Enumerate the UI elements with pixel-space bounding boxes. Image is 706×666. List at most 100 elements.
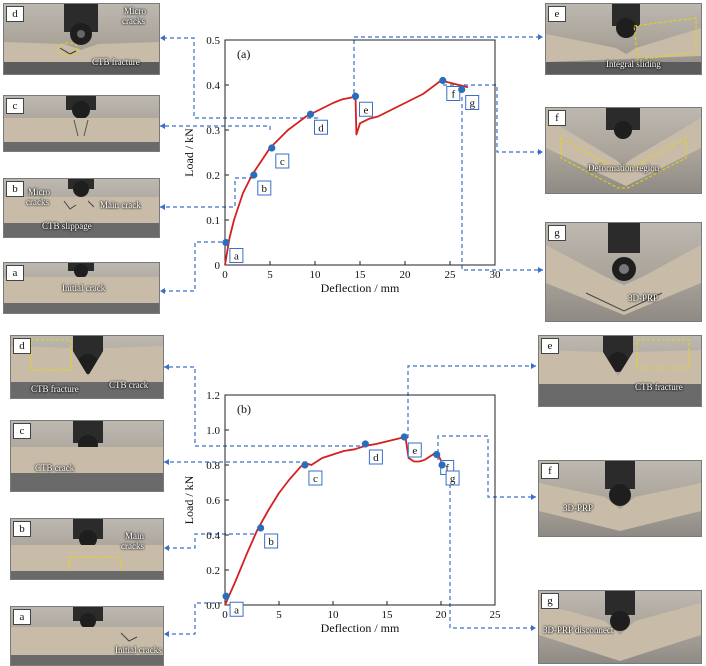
stage-label-box xyxy=(257,180,272,196)
stage-label-box xyxy=(445,470,460,486)
y-tick-label: 0.8 xyxy=(206,460,220,472)
annotation: cracks xyxy=(122,16,145,26)
annotation: Deformation region xyxy=(588,163,660,173)
specimen-image xyxy=(4,263,159,313)
annotation: CTB fracture xyxy=(31,384,79,394)
specimen-image xyxy=(11,519,163,579)
panel-title: (a) xyxy=(237,47,250,61)
connector-arrowhead xyxy=(531,363,536,369)
photo-label: d xyxy=(13,338,31,354)
x-tick-label: 20 xyxy=(400,269,412,281)
x-tick-label: 30 xyxy=(490,269,502,281)
stage-label: a xyxy=(234,604,239,616)
connector-a-a xyxy=(160,241,222,292)
photo-label: f xyxy=(548,110,566,126)
photo-b-f: f 3D-PRP xyxy=(538,460,702,537)
connector-b-a xyxy=(164,602,222,635)
specimen-image xyxy=(546,4,701,74)
y-tick-label: 0 xyxy=(215,260,221,272)
connector-a-d xyxy=(160,37,318,119)
connector-arrowhead xyxy=(160,204,165,210)
connector-arrowhead xyxy=(160,35,165,41)
stage-marker-b xyxy=(257,524,265,532)
photo-a-g: g 3D-PRP xyxy=(545,222,702,322)
connector-arrowhead xyxy=(160,288,165,294)
stage-label: f xyxy=(445,463,449,475)
stage-label: b xyxy=(262,183,268,195)
connector-arrowhead xyxy=(164,545,169,551)
y-tick-label: 1.2 xyxy=(206,390,220,402)
stage-marker-g xyxy=(458,85,466,94)
connector-b-g xyxy=(449,470,536,629)
x-tick-label: 25 xyxy=(490,609,502,621)
stage-label: b xyxy=(268,536,274,548)
connector-arrowhead xyxy=(531,494,536,500)
specimen-image xyxy=(4,179,159,237)
stage-label-box xyxy=(359,101,373,117)
x-tick-label: 0 xyxy=(222,609,228,621)
annotation: 3D-PRP disconnect xyxy=(543,625,614,635)
annotation: Main crack xyxy=(100,200,141,210)
stage-label-box xyxy=(229,601,244,617)
y-tick-label: 0.2 xyxy=(206,565,220,577)
specimen-image xyxy=(4,96,159,151)
connector-a-b xyxy=(160,177,253,208)
y-tick-label: 0.2 xyxy=(206,170,220,182)
annotation: CTB crack xyxy=(35,463,75,473)
y-tick-label: 0.3 xyxy=(206,125,220,137)
photo-label: e xyxy=(541,338,559,354)
y-axis-label: Load / kN xyxy=(182,475,196,524)
photo-label: g xyxy=(541,593,559,609)
stage-label: c xyxy=(313,473,318,485)
stage-marker-d xyxy=(361,440,369,448)
specimen-image xyxy=(546,108,701,189)
annotation: CTB crack xyxy=(109,380,149,390)
x-tick-label: 5 xyxy=(276,609,282,621)
y-tick-label: 0.5 xyxy=(206,35,220,47)
stage-label-box xyxy=(465,95,480,110)
photo-label: e xyxy=(548,6,566,22)
specimen-image xyxy=(539,461,701,531)
photo-b-b: b Main cracks xyxy=(10,518,164,580)
stage-marker-f xyxy=(439,76,447,85)
y-tick-label: 0.4 xyxy=(206,530,220,542)
plot-frame-a xyxy=(224,39,496,266)
connector-a-f xyxy=(443,84,543,153)
stage-label: d xyxy=(373,452,379,464)
photo-a-c: c xyxy=(3,95,160,152)
stage-label: f xyxy=(451,89,455,101)
stage-marker-e xyxy=(400,433,408,441)
stage-label-box xyxy=(308,470,323,486)
x-tick-label: 5 xyxy=(267,269,273,281)
specimen-image xyxy=(11,336,163,398)
photo-a-a: a Initial crack xyxy=(3,262,160,314)
photo-b-g: g 3D-PRP disconnect xyxy=(538,590,702,664)
stage-marker-d xyxy=(306,110,315,118)
connector-arrowhead xyxy=(538,34,543,40)
photo-label: c xyxy=(6,98,24,114)
x-tick-label: 10 xyxy=(310,269,322,281)
load-curve-a xyxy=(224,79,469,266)
stage-label: c xyxy=(280,156,285,168)
stage-label: e xyxy=(412,445,417,457)
annotation: Micro xyxy=(124,6,146,16)
x-tick-label: 25 xyxy=(445,269,457,281)
photo-label: f xyxy=(541,463,559,479)
connector-arrowhead xyxy=(538,149,543,155)
specimen-image xyxy=(539,336,701,406)
annotation: CTB fracture xyxy=(92,57,140,67)
connector-arrowhead xyxy=(160,123,165,129)
annotation: Integral sliding xyxy=(606,59,661,69)
stage-label: a xyxy=(234,251,239,263)
y-axis-label: Load / kN xyxy=(182,128,196,177)
stage-marker-c xyxy=(268,144,276,152)
y-tick-label: 1.0 xyxy=(206,425,220,437)
load-curve-b xyxy=(224,436,445,606)
x-axis-label: Deflection / mm xyxy=(321,621,400,635)
connector-b-f xyxy=(437,435,536,498)
x-tick-label: 15 xyxy=(382,609,394,621)
stage-marker-a xyxy=(222,592,230,600)
stage-label-box xyxy=(368,449,383,465)
